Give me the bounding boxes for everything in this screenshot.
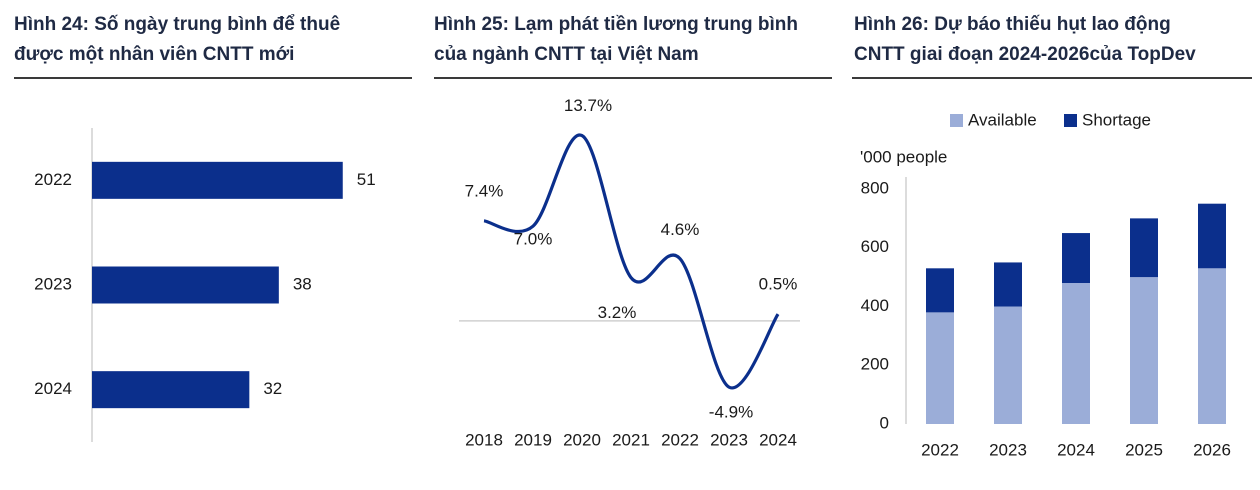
x-tick-label-2024: 2024	[1057, 440, 1095, 459]
category-label-2023: 2023	[34, 274, 72, 293]
y-tick-label-600: 600	[861, 237, 889, 256]
legend-label-available: Available	[968, 110, 1037, 129]
figure-25-panel: Hình 25: Lạm phát tiền lương trung bình …	[422, 0, 838, 490]
y-tick-label-400: 400	[861, 296, 889, 315]
data-label-2022: 4.6%	[661, 220, 700, 239]
bar-available-2024	[1062, 283, 1090, 424]
figure-25-title-line-1: Hình 25: Lạm phát tiền lương trung bình	[434, 14, 798, 35]
bar-2024	[92, 371, 250, 409]
category-label-2024: 2024	[34, 379, 72, 398]
x-tick-label-2021: 2021	[612, 430, 650, 449]
x-tick-label-2023: 2023	[989, 440, 1027, 459]
line-chart-wage-inflation: 7.4% 7.0% 13.7% 3.2% 4.6% -4.9% 0.5% 2018 2019 20…	[459, 96, 800, 449]
bar-shortage-2026	[1198, 203, 1226, 269]
figure-24-title: Hình 24: Số ngày trung bình để thuê được…	[14, 10, 412, 70]
x-tick-label-2024: 2024	[759, 430, 797, 449]
bar-available-2025	[1130, 277, 1158, 424]
figure-26-panel: Hình 26: Dự báo thiếu hụt lao động CNTT …	[842, 0, 1260, 490]
figure-26-title: Hình 26: Dự báo thiếu hụt lao động CNTT …	[854, 10, 1254, 70]
bar-shortage-2024	[1062, 233, 1090, 283]
bar-available-2022	[926, 312, 954, 424]
x-tick-label-2026: 2026	[1193, 440, 1231, 459]
category-label-2022: 2022	[34, 170, 72, 189]
figure-26-title-line-1: Hình 26: Dự báo thiếu hụt lao động	[854, 14, 1171, 35]
data-label-2018: 7.4%	[465, 181, 504, 200]
data-label-2022: 51	[357, 170, 376, 189]
figure-24-title-line-1: Hình 24: Số ngày trung bình để thuê	[14, 14, 341, 35]
bar-shortage-2023	[994, 262, 1022, 307]
figure-25-title-rule	[434, 77, 832, 79]
bar-available-2026	[1198, 268, 1226, 424]
legend-label-shortage: Shortage	[1082, 110, 1151, 129]
data-label-2024: 32	[263, 379, 282, 398]
data-label-2024: 0.5%	[759, 275, 798, 294]
figure-24-panel: Hình 24: Số ngày trung bình để thuê được…	[0, 0, 420, 490]
data-label-2023: 38	[293, 274, 312, 293]
wage-inflation-line	[483, 133, 780, 390]
y-tick-label-800: 800	[861, 178, 889, 197]
data-label-2023: -4.9%	[709, 403, 753, 422]
hbar-chart-hiring-days: 2022 51 2023 38 2024 32	[34, 128, 376, 442]
data-label-2020: 13.7%	[564, 96, 612, 115]
bar-shortage-2025	[1130, 218, 1158, 278]
bar-available-2023	[994, 306, 1022, 424]
x-tick-label-2018: 2018	[465, 430, 503, 449]
legend-swatch-shortage	[1064, 114, 1077, 127]
figure-26-title-rule	[852, 77, 1252, 79]
figure-24-title-rule	[14, 77, 412, 79]
y-tick-label-200: 200	[861, 355, 889, 374]
x-tick-label-2025: 2025	[1125, 440, 1163, 459]
x-tick-label-2019: 2019	[514, 430, 552, 449]
x-tick-label-2022: 2022	[661, 430, 699, 449]
data-label-2021: 3.2%	[598, 303, 637, 322]
figure-25-title-line-2: của ngành CNTT tại Việt Nam	[434, 44, 699, 65]
x-tick-label-2023: 2023	[710, 430, 748, 449]
bar-shortage-2022	[926, 268, 954, 313]
y-tick-label-0: 0	[880, 413, 889, 432]
unit-label: '000 people	[860, 147, 947, 166]
legend-swatch-available	[950, 114, 963, 127]
figure-26-title-line-2: CNTT giai đoạn 2024-2026của TopDev	[854, 44, 1196, 65]
bar-2023	[92, 266, 279, 304]
stacked-bar-chart-it-shortage: Available Shortage '000 people 0 200 400 600 80…	[860, 110, 1231, 459]
bar-2022	[92, 161, 343, 199]
x-tick-label-2022: 2022	[921, 440, 959, 459]
figure-24-title-line-2: được một nhân viên CNTT mới	[14, 44, 295, 65]
x-tick-label-2020: 2020	[563, 430, 601, 449]
figure-25-title: Hình 25: Lạm phát tiền lương trung bình …	[434, 10, 832, 70]
data-label-2019: 7.0%	[514, 230, 553, 249]
